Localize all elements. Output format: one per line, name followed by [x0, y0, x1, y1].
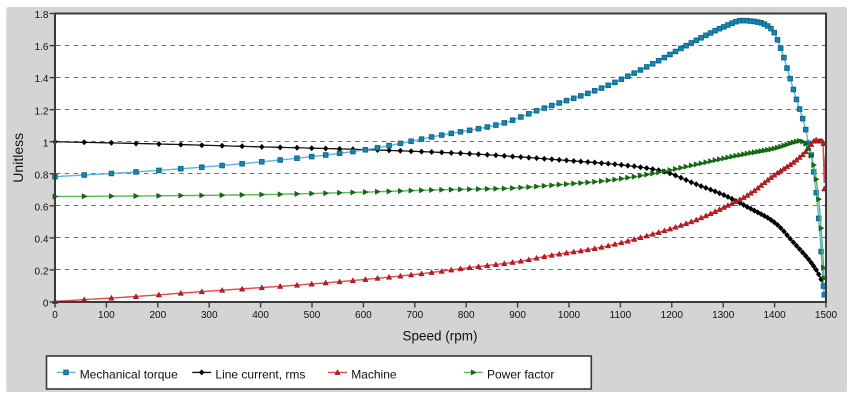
svg-text:1300: 1300: [712, 310, 735, 321]
svg-text:1: 1: [43, 138, 49, 149]
svg-text:1500: 1500: [815, 310, 838, 321]
svg-text:1.2: 1.2: [34, 106, 48, 117]
svg-text:Mechanical torque: Mechanical torque: [80, 367, 178, 381]
svg-text:0.6: 0.6: [34, 202, 48, 213]
svg-text:1000: 1000: [558, 310, 581, 321]
svg-text:1100: 1100: [610, 310, 632, 321]
svg-text:Power factor: Power factor: [487, 367, 554, 381]
svg-text:1400: 1400: [763, 310, 786, 321]
svg-text:1.6: 1.6: [34, 42, 48, 53]
svg-text:0: 0: [43, 299, 49, 310]
svg-text:500: 500: [304, 310, 321, 321]
svg-text:Machine: Machine: [351, 367, 397, 381]
svg-text:0.2: 0.2: [34, 267, 48, 278]
svg-text:0.4: 0.4: [34, 235, 48, 246]
svg-text:900: 900: [509, 310, 526, 321]
svg-text:1.8: 1.8: [34, 10, 48, 21]
svg-text:800: 800: [458, 310, 475, 321]
svg-text:200: 200: [149, 310, 166, 321]
svg-text:600: 600: [355, 310, 372, 321]
svg-text:700: 700: [406, 310, 423, 321]
svg-text:300: 300: [201, 310, 218, 321]
svg-text:0: 0: [52, 310, 58, 321]
svg-text:Unitless: Unitless: [10, 133, 26, 183]
svg-text:0.8: 0.8: [34, 170, 48, 181]
svg-text:400: 400: [252, 310, 269, 321]
svg-text:100: 100: [98, 310, 115, 321]
svg-text:Speed (rpm): Speed (rpm): [402, 329, 477, 344]
svg-text:1.4: 1.4: [34, 74, 48, 85]
svg-text:1200: 1200: [661, 310, 684, 321]
svg-text:Line current, rms: Line current, rms: [215, 367, 305, 381]
